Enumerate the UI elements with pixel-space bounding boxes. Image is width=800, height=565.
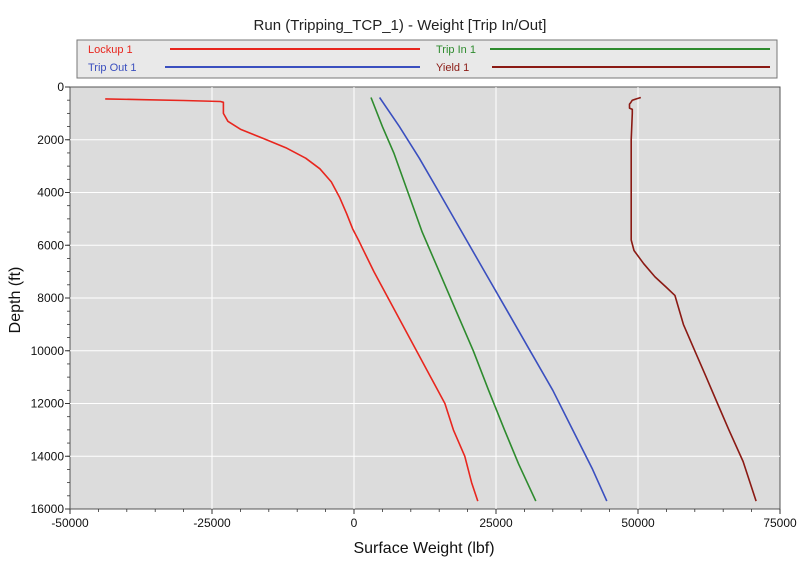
x-axis-label: Surface Weight (lbf) (353, 540, 494, 557)
x-tick-label: 25000 (479, 516, 513, 530)
y-tick-label: 12000 (31, 397, 65, 411)
grid (70, 87, 780, 509)
legend-box (76, 39, 778, 79)
y-tick-label: 8000 (37, 291, 64, 305)
y-tick-label: 14000 (31, 449, 65, 463)
x-tick-label: -25000 (193, 516, 231, 530)
y-tick-label: 0 (57, 80, 64, 94)
series-line-trip-out-1 (378, 97, 608, 502)
x-tick-label: 0 (351, 516, 358, 530)
y-tick-label: 2000 (37, 133, 64, 147)
y-axis-label: Depth (ft) (7, 267, 24, 334)
series-line-trip-in-1 (370, 97, 537, 502)
x-tick-label: 50000 (621, 516, 655, 530)
y-tick-label: 16000 (31, 502, 65, 516)
legend-label: Trip Out 1 (88, 62, 137, 74)
y-tick-label: 6000 (37, 238, 64, 252)
chart-title: Run (Tripping_TCP_1) - Weight [Trip In/O… (254, 17, 547, 34)
series-layer (105, 96, 757, 502)
axes: -50000 -25000 0 25000 50000 75000 0 2000 4000 600… (31, 80, 797, 530)
x-tick-label: -50000 (51, 516, 89, 530)
y-tick-label: 10000 (31, 344, 65, 358)
legend-label: Trip In 1 (436, 44, 476, 56)
series-line-yield-1 (628, 96, 757, 502)
legend-label: Lockup 1 (88, 44, 133, 56)
y-tick-label: 4000 (37, 186, 64, 200)
legend: Lockup 1 Trip In 1 Trip Out 1 Yield 1 (76, 39, 778, 79)
x-tick-label: 75000 (763, 516, 797, 530)
series-line-lockup-1 (105, 98, 479, 502)
legend-label: Yield 1 (436, 62, 469, 74)
